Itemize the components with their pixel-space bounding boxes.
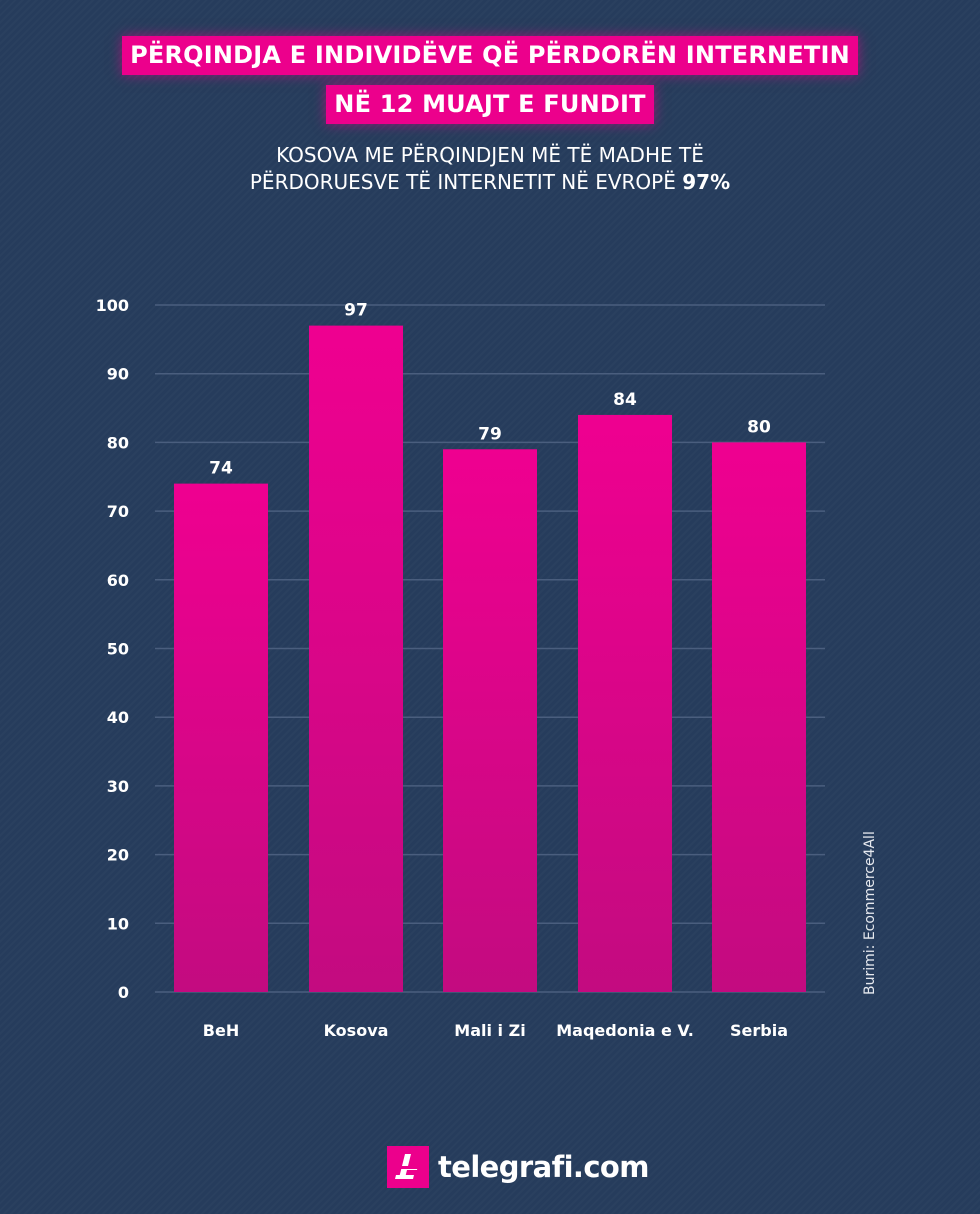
y-tick-label-0: 0 (118, 983, 129, 1002)
x-tick-label-3: Mali i Zi (454, 1021, 525, 1040)
source-note: Burimi: Ecommerce4All (862, 831, 878, 995)
y-tick-label-60: 60 (107, 571, 129, 590)
data-labels: 74 97 79 84 80 (209, 301, 771, 479)
telegrafi-logo-icon (387, 1146, 429, 1188)
y-tick-label-10: 10 (107, 914, 129, 933)
bars (174, 325, 806, 992)
y-tick-label-50: 50 (107, 640, 129, 659)
data-label-2: 97 (344, 301, 368, 321)
bar-2 (309, 325, 403, 992)
subtitle-line-1: KOSOVA ME PËRQINDJEN MË TË MADHE TË (276, 143, 704, 167)
y-tick-label-30: 30 (107, 777, 129, 796)
subtitle-line-2: PËRDORUESVE TË INTERNETIT NË EVROPË 97% (0, 169, 980, 196)
y-tick-label-70: 70 (107, 502, 129, 521)
bar-4 (578, 414, 672, 992)
title-line-1: PËRQINDJA E INDIVIDËVE QË PËRDORËN INTER… (122, 36, 858, 75)
chart-subtitle: KOSOVA ME PËRQINDJEN MË TË MADHE TË PËRD… (0, 142, 980, 196)
x-tick-label-4: Maqedonia e V. (556, 1021, 694, 1040)
subtitle-line-2-text: PËRDORUESVE TË INTERNETIT NË EVROPË (249, 170, 676, 194)
y-tick-label-40: 40 (107, 708, 129, 727)
title-line-2: NË 12 MUAJT E FUNDIT (326, 85, 654, 124)
y-tick-label-90: 90 (107, 365, 129, 384)
bar-5 (712, 442, 806, 992)
subtitle-highlight: 97% (682, 170, 731, 194)
y-tick-label-100: 100 (96, 296, 129, 315)
bar-3 (443, 449, 537, 992)
bar-1 (174, 483, 268, 992)
chart-title: PËRQINDJA E INDIVIDËVE QË PËRDORËN INTER… (0, 36, 980, 124)
telegrafi-logo-text: telegrafi.com (438, 1150, 649, 1184)
x-tick-label-2: Kosova (324, 1021, 389, 1040)
x-tick-label-1: BeH (203, 1021, 239, 1040)
y-tick-label-20: 20 (107, 846, 129, 865)
data-label-5: 80 (747, 417, 771, 437)
telegrafi-logo: telegrafi.com (387, 1146, 649, 1188)
x-tick-label-5: Serbia (730, 1021, 788, 1040)
y-axis-ticks: 0 10 20 30 40 50 60 70 80 90 100 (96, 296, 129, 1002)
data-label-3: 79 (478, 424, 502, 444)
data-label-1: 74 (209, 459, 233, 479)
x-axis-ticks: BeH Kosova Mali i Zi Maqedonia e V. Serbia (203, 1021, 788, 1040)
y-tick-label-80: 80 (107, 433, 129, 452)
data-label-4: 84 (613, 390, 637, 410)
